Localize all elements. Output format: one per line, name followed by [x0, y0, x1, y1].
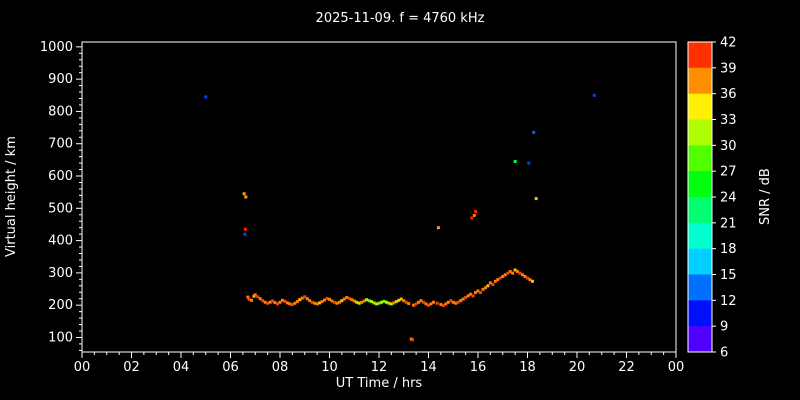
colorbar-label: SNR / dB	[758, 168, 773, 226]
svg-text:27: 27	[720, 165, 737, 180]
svg-text:18: 18	[519, 360, 536, 375]
svg-text:16: 16	[470, 360, 487, 375]
svg-text:600: 600	[48, 169, 73, 184]
svg-text:20: 20	[569, 360, 586, 375]
svg-text:00: 00	[74, 360, 91, 375]
svg-text:21: 21	[720, 216, 737, 231]
svg-text:700: 700	[48, 137, 73, 152]
svg-text:30: 30	[720, 139, 737, 154]
svg-text:42: 42	[720, 36, 737, 51]
chart-title: 2025-11-09. f = 4760 kHz	[315, 11, 485, 26]
svg-text:400: 400	[48, 234, 73, 249]
svg-text:10: 10	[321, 360, 338, 375]
svg-text:300: 300	[48, 266, 73, 281]
svg-text:36: 36	[720, 87, 737, 102]
svg-text:15: 15	[720, 268, 737, 283]
svg-text:9: 9	[720, 320, 728, 335]
svg-text:00: 00	[668, 360, 685, 375]
svg-text:24: 24	[720, 191, 737, 206]
svg-text:18: 18	[720, 242, 737, 257]
x-axis-label: UT Time / hrs	[335, 376, 423, 391]
svg-text:08: 08	[272, 360, 289, 375]
svg-text:6: 6	[720, 346, 728, 361]
svg-text:04: 04	[173, 360, 190, 375]
svg-text:900: 900	[48, 72, 73, 87]
svg-text:02: 02	[123, 360, 140, 375]
svg-text:22: 22	[618, 360, 635, 375]
svg-text:800: 800	[48, 104, 73, 119]
svg-text:06: 06	[222, 360, 239, 375]
svg-text:12: 12	[720, 294, 737, 309]
svg-text:39: 39	[720, 61, 737, 76]
svg-text:1000: 1000	[40, 40, 73, 55]
svg-text:33: 33	[720, 113, 737, 128]
svg-text:500: 500	[48, 201, 73, 216]
svg-text:14: 14	[420, 360, 437, 375]
svg-text:100: 100	[48, 330, 73, 345]
svg-text:12: 12	[371, 360, 388, 375]
svg-text:200: 200	[48, 298, 73, 313]
